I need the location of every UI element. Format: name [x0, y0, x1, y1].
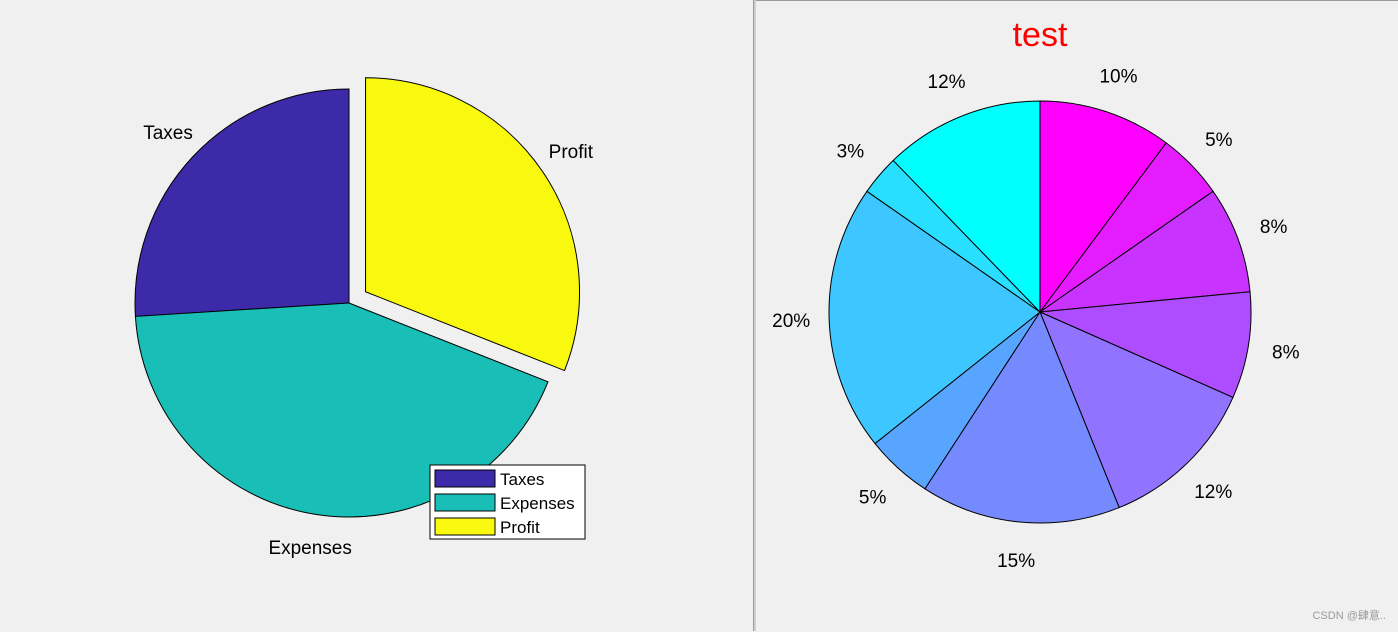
pie-slice-3	[1038, 190, 1251, 313]
pie-slice-8	[828, 190, 1041, 445]
pie-slice-5	[1039, 311, 1234, 509]
legend: Taxes Expenses Profit	[429, 464, 586, 540]
percent-label-8: 20%	[772, 311, 810, 332]
slice-label-profit: Profit	[549, 142, 594, 163]
watermark: CSDN @肆意..	[1312, 610, 1386, 622]
pie-chart-test: test 10% 5% 8% 8% 12% 15% 5% 20% 3% 12%	[772, 16, 1300, 572]
percent-label-6: 15%	[997, 551, 1035, 572]
pie-slice-6	[924, 310, 1120, 524]
pie-slice-10	[892, 100, 1041, 314]
legend-swatch-taxes	[434, 469, 496, 488]
legend-swatch-profit	[434, 517, 496, 536]
left-figure-panel: Taxes Expenses Profit Taxes Expenses Profit	[134, 0, 754, 631]
percent-label-4: 8%	[1272, 343, 1300, 364]
pie-slice-taxes	[134, 88, 350, 317]
pie-slice-profit	[365, 77, 581, 372]
legend-label-profit: Profit	[500, 518, 540, 537]
pie-slice-1	[1039, 100, 1167, 314]
pie-slice-expenses	[134, 302, 549, 518]
pie-slice-4	[1038, 291, 1252, 399]
slice-label-taxes: Taxes	[143, 123, 193, 144]
percent-label-1: 10%	[1099, 67, 1137, 88]
pie-chart-budget: Taxes Expenses Profit Taxes Expenses Profit	[134, 77, 594, 559]
percent-label-7: 5%	[859, 487, 887, 508]
legend-label-taxes: Taxes	[500, 470, 544, 489]
slice-label-expenses: Expenses	[268, 538, 351, 559]
chart-title: test	[1013, 16, 1068, 54]
legend-swatch-expenses	[434, 493, 496, 512]
percent-label-5: 12%	[1194, 482, 1232, 503]
percent-label-10: 12%	[928, 72, 966, 93]
figure-divider	[754, 0, 756, 631]
percent-label-3: 8%	[1260, 217, 1288, 238]
right-figure-panel: test 10% 5% 8% 8% 12% 15% 5% 20% 3% 12%	[756, 0, 1398, 631]
percent-label-9: 3%	[837, 142, 865, 163]
legend-label-expenses: Expenses	[500, 494, 575, 513]
percent-label-2: 5%	[1205, 130, 1233, 151]
